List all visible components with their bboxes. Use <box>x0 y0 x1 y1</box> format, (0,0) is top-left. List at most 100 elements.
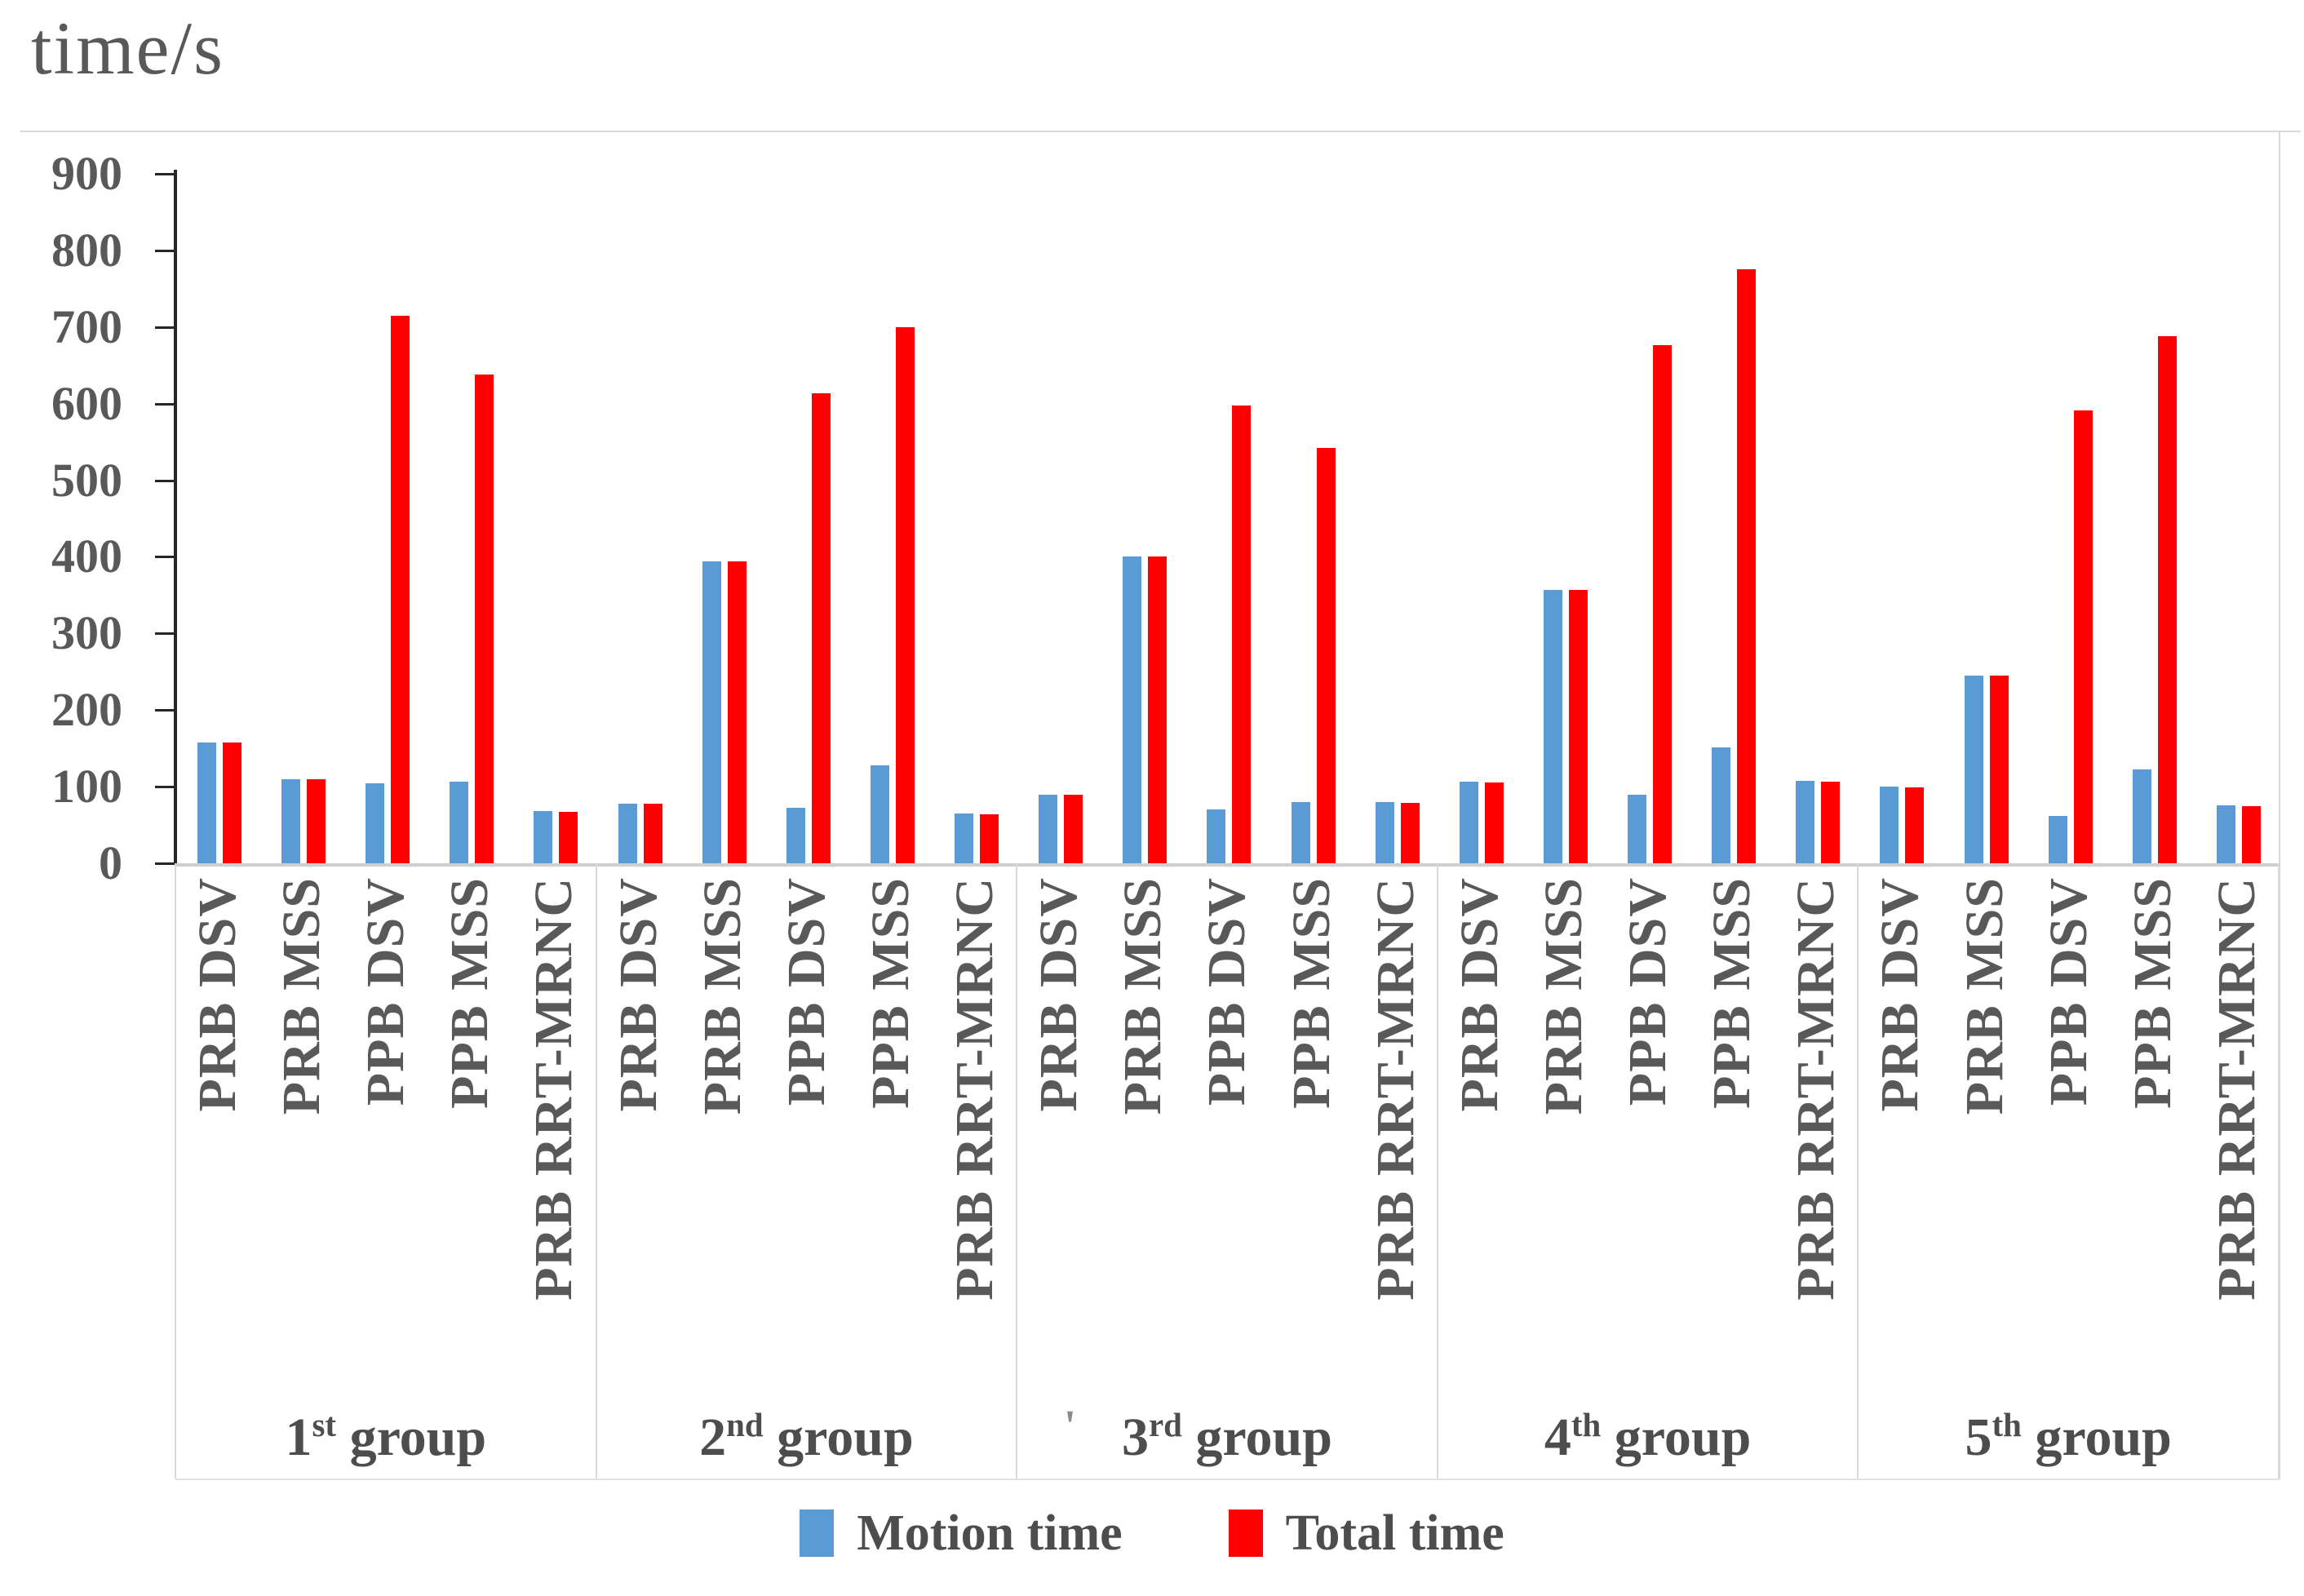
y-tick-label: 500 <box>51 453 122 507</box>
group-ordinal: 5 <box>1965 1408 1992 1467</box>
group-ordinal-suffix: th <box>1571 1407 1602 1443</box>
bar-motion-time <box>2216 805 2235 863</box>
y-tick-label: 800 <box>51 223 122 277</box>
x-category-label: PRB DSV <box>1449 877 1509 1112</box>
plot-top-border <box>20 131 2301 132</box>
group-separator-line <box>2278 863 2280 1479</box>
y-tick-label: 700 <box>51 299 122 353</box>
y-tick-mark <box>155 173 175 175</box>
y-tick-mark <box>155 326 175 329</box>
group-word: group <box>2021 1408 2172 1467</box>
bar-motion-time <box>1964 675 1983 863</box>
bar-motion-time <box>786 808 805 863</box>
group-ordinal-suffix: nd <box>726 1407 764 1443</box>
legend-item: Motion time <box>800 1505 1123 1561</box>
group-word: group <box>1181 1408 1332 1467</box>
group-separator-line <box>175 863 176 1479</box>
y-tick-mark <box>155 402 175 406</box>
bar-motion-time <box>197 742 216 863</box>
x-category-label: PRB DSV <box>188 877 247 1112</box>
y-tick-mark <box>155 556 175 559</box>
bar-total-time <box>1316 448 1336 863</box>
bar-motion-time <box>702 561 721 863</box>
bar-motion-time <box>1039 794 1058 863</box>
y-tick-label: 400 <box>51 530 122 583</box>
x-category-label: PRB RRT-MRNC <box>2206 877 2266 1301</box>
chart-title: time/s <box>31 7 224 90</box>
x-category-label: PPB DSV <box>1618 877 1678 1106</box>
y-tick-mark <box>155 479 175 482</box>
label-strip-bottom-border <box>175 1479 2280 1480</box>
legend-label: Total time <box>1285 1505 1504 1561</box>
bar-motion-time <box>281 778 301 863</box>
y-tick-label: 0 <box>99 836 122 889</box>
x-category-label: PRB DSV <box>1029 877 1089 1112</box>
group-separator-line <box>1016 863 1018 1479</box>
group-label: 5th group <box>1858 1397 2279 1479</box>
x-category-label: PPB DSV <box>356 877 416 1106</box>
y-tick-mark <box>155 786 175 789</box>
group-label: 1st group <box>175 1397 596 1479</box>
plot-right-border <box>2279 131 2280 1479</box>
x-category-label: PPB MSS <box>440 877 500 1109</box>
bar-motion-time <box>1375 801 1394 863</box>
bar-motion-time <box>366 783 385 863</box>
bar-total-time <box>1989 675 2009 863</box>
bar-total-time <box>980 814 999 863</box>
x-category-label: PRB MSS <box>692 877 752 1115</box>
x-category-label: PPB MSS <box>860 877 920 1109</box>
bar-total-time <box>1653 345 1673 863</box>
bar-total-time <box>2073 410 2093 863</box>
bar-total-time <box>1821 781 1841 863</box>
legend-swatch-icon <box>1228 1510 1263 1557</box>
y-tick-mark <box>155 249 175 252</box>
bar-motion-time <box>1796 780 1815 863</box>
bar-total-time <box>223 742 241 863</box>
x-axis-baseline <box>175 863 2280 867</box>
x-category-label: PRB MSS <box>272 877 332 1115</box>
group-ordinal: 4 <box>1544 1408 1571 1467</box>
group-ordinal-suffix: st <box>312 1407 337 1443</box>
bar-total-time <box>1400 802 1420 863</box>
group-separator-line <box>595 863 597 1479</box>
x-category-label: PPB DSV <box>1197 877 1257 1106</box>
y-tick-mark <box>155 632 175 636</box>
x-category-label: PRB MSS <box>1113 877 1173 1115</box>
legend: Motion time Total time <box>0 1508 2304 1558</box>
bar-total-time <box>2157 336 2177 863</box>
group-separator-line <box>1857 863 1859 1479</box>
bar-motion-time <box>1123 556 1142 863</box>
legend-label: Motion time <box>857 1505 1123 1561</box>
bar-total-time <box>1737 269 1757 863</box>
y-tick-label: 300 <box>51 606 122 660</box>
group-word: group <box>336 1408 487 1467</box>
group-word: group <box>1601 1408 1752 1467</box>
x-category-label: PRB RRT-MRNC <box>524 877 584 1301</box>
x-category-label: PRB RRT-MRNC <box>1786 877 1846 1301</box>
bar-total-time <box>895 326 915 863</box>
bar-total-time <box>307 778 326 863</box>
group-separator-line <box>1436 863 1438 1479</box>
group-label: 4th group <box>1438 1397 1859 1479</box>
x-category-label: PRB MSS <box>1954 877 2014 1115</box>
group-word: group <box>763 1408 914 1467</box>
bar-total-time <box>2241 805 2261 863</box>
legend-item: Total time <box>1228 1505 1504 1561</box>
bar-total-time <box>559 812 578 863</box>
x-category-label: PRB DSV <box>608 877 668 1112</box>
x-category-label: PPB DSV <box>2038 877 2098 1106</box>
bar-motion-time <box>2132 769 2151 863</box>
x-category-label: PPB MSS <box>2122 877 2182 1109</box>
bar-motion-time <box>1712 747 1731 863</box>
group-label: 2nd group <box>596 1397 1017 1479</box>
x-category-label: PRB RRT-MRNC <box>945 877 1005 1301</box>
x-category-label: PPB MSS <box>1281 877 1341 1109</box>
bar-total-time <box>1484 782 1504 863</box>
bar-motion-time <box>1459 782 1478 863</box>
group-ordinal: 1 <box>285 1408 312 1467</box>
x-category-label: PPB MSS <box>1702 877 1762 1109</box>
bar-total-time <box>1232 405 1252 863</box>
x-category-label: PRB MSS <box>1533 877 1593 1115</box>
bar-motion-time <box>1291 801 1310 863</box>
